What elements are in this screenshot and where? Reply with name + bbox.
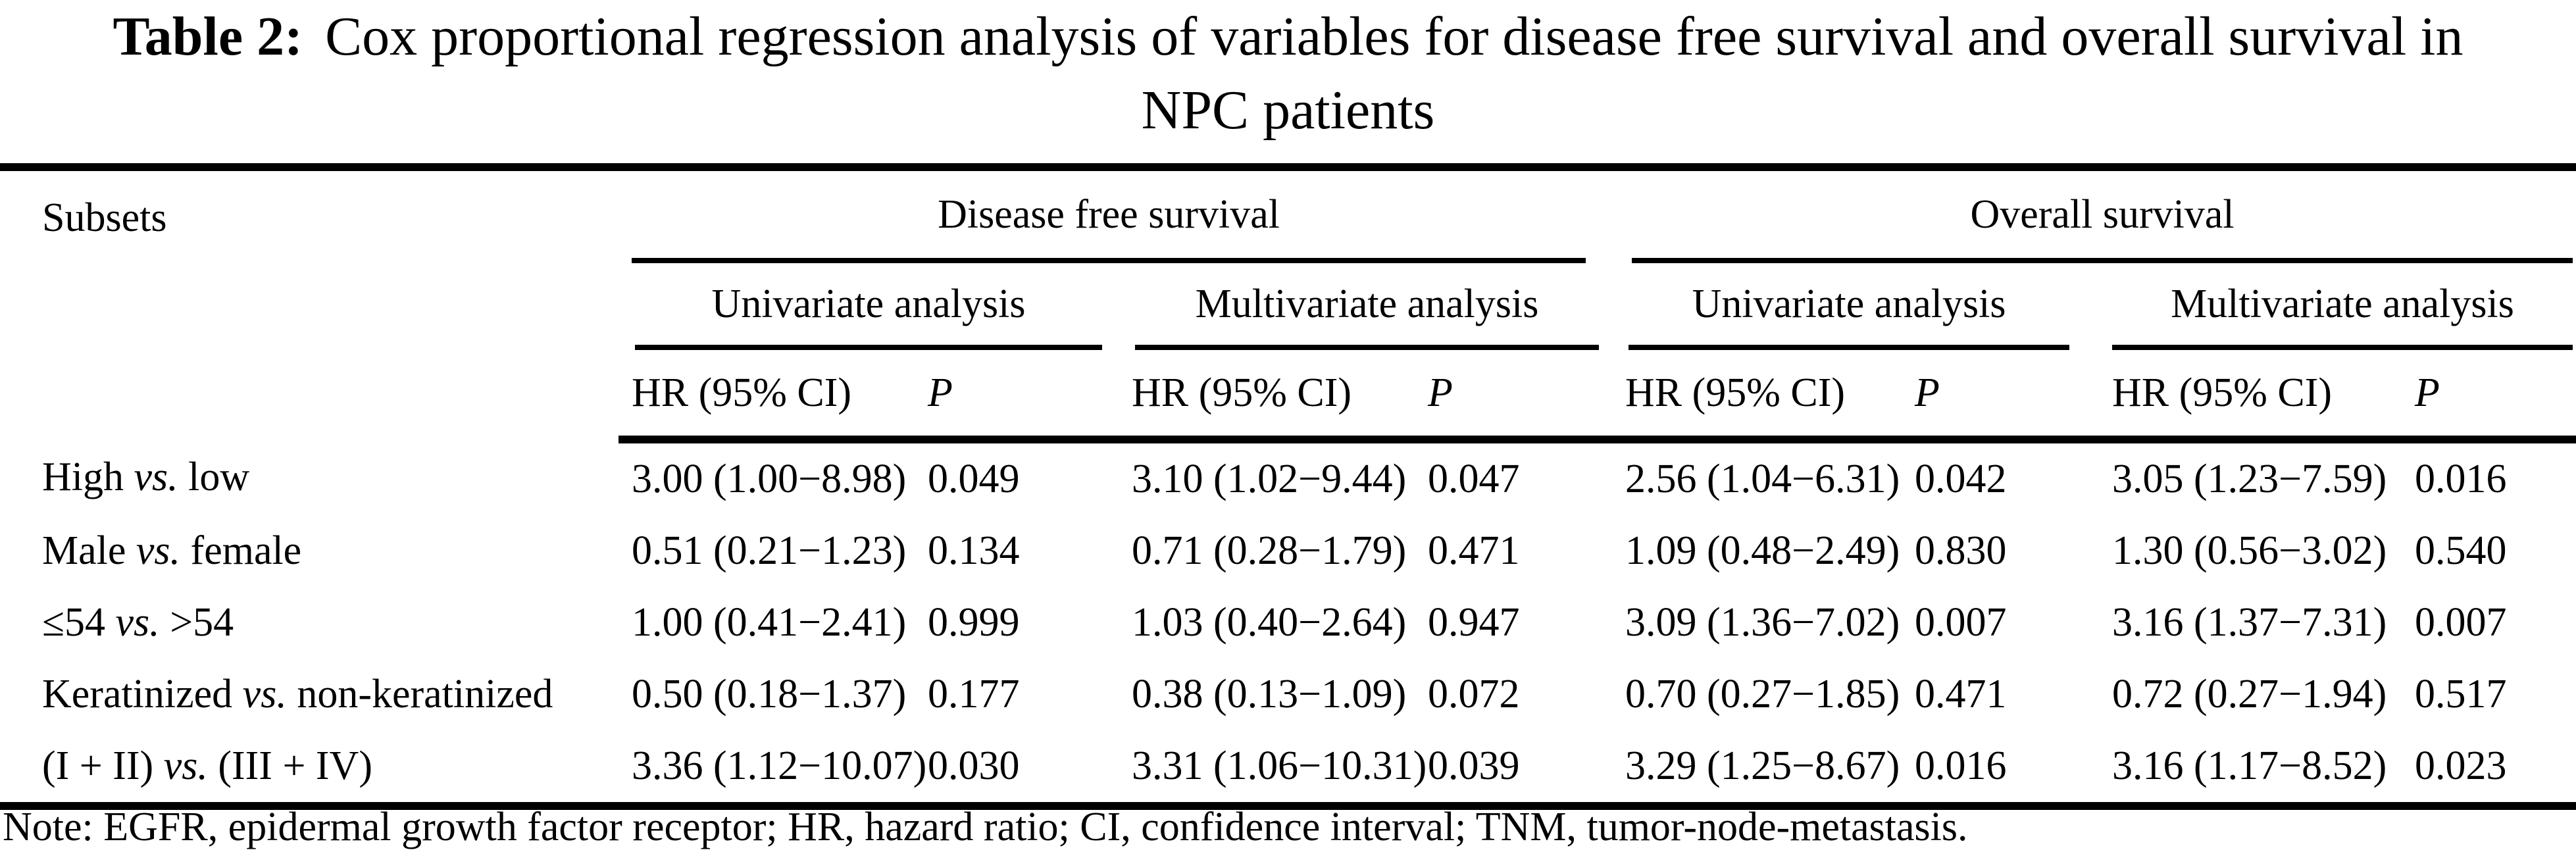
- table-title-line1: Table 2: Cox proportional regression anal…: [0, 0, 2576, 74]
- cell-p: 0.830: [1915, 528, 2007, 573]
- row-label: Keratinized vs. non-keratinized: [42, 672, 553, 716]
- vs-label: vs.: [134, 455, 178, 499]
- subgroup-dfs-univariate: Univariate analysis: [619, 263, 1119, 350]
- col-header-hr-3: HR (95% CI): [1612, 350, 1902, 443]
- vs-label: vs.: [163, 743, 208, 788]
- cell-p: 0.517: [2415, 672, 2507, 716]
- table-title-text: Cox proportional regression analysis of …: [325, 6, 2463, 67]
- vs-label: vs.: [136, 528, 181, 573]
- table-row-keratinized: Keratinized vs. non-keratinized 0.50 (0.…: [0, 659, 2576, 730]
- subgroup-os-univariate: Univariate analysis: [1612, 263, 2099, 350]
- cell-hr: 0.72 (0.27−1.94): [2112, 672, 2387, 716]
- cell-hr: 3.31 (1.06−10.31): [1119, 730, 1427, 810]
- cell-p: 0.471: [1915, 672, 2007, 716]
- row-label: Male vs. female: [42, 528, 302, 573]
- col-header-p-1: P: [915, 350, 1119, 443]
- table-note: Note: EGFR, epidermal growth factor rece…: [3, 805, 1968, 849]
- col-header-p-2: P: [1415, 350, 1613, 443]
- cell-hr: 1.09 (0.48−2.49): [1625, 528, 1900, 573]
- table-row-male-vs-female: Male vs. female 0.51 (0.21−1.23) 0.134 0…: [0, 515, 2576, 587]
- cell-p: 0.177: [928, 672, 1020, 716]
- cell-hr: 0.50 (0.18−1.37): [632, 672, 907, 716]
- row-label: ≤54 vs. >54: [42, 600, 234, 645]
- cell-p: 0.023: [2402, 730, 2576, 810]
- cell-hr: 0.70 (0.27−1.85): [1625, 672, 1900, 716]
- cell-hr: 1.03 (0.40−2.64): [1132, 600, 1407, 645]
- cell-p: 0.471: [1428, 528, 1520, 573]
- col-header-p-4: P: [2402, 350, 2576, 443]
- table-title: Table 2: Cox proportional regression anal…: [0, 0, 2576, 147]
- cell-p: 0.072: [1428, 672, 1520, 716]
- col-header-p-3: P: [1902, 350, 2100, 443]
- cell-p: 0.042: [1915, 457, 2007, 501]
- cell-hr: 3.09 (1.36−7.02): [1625, 600, 1900, 645]
- cell-hr: 3.29 (1.25−8.67): [1612, 730, 1902, 810]
- row-label: (I + II) vs. (III + IV): [0, 730, 619, 810]
- cell-hr: 3.36 (1.12−10.07): [619, 730, 926, 810]
- table-row-age: ≤54 vs. >54 1.00 (0.41−2.41) 0.999 1.03 …: [0, 587, 2576, 659]
- cell-p: 0.007: [1915, 600, 2007, 645]
- cell-hr: 1.00 (0.41−2.41): [632, 600, 907, 645]
- cell-hr: 0.71 (0.28−1.79): [1132, 528, 1407, 573]
- group-label-dfs: Disease free survival: [938, 191, 1280, 237]
- table-row-high-vs-low: High vs. low 3.00 (1.00−8.98) 0.049 3.10…: [0, 440, 2576, 515]
- cell-p: 0.134: [928, 528, 1020, 573]
- subgroup-dfs-multivariate: Multivariate analysis: [1119, 263, 1612, 350]
- cell-hr: 3.16 (1.37−7.31): [2112, 600, 2387, 645]
- cell-hr: 0.38 (0.13−1.09): [1132, 672, 1407, 716]
- column-header-row: HR (95% CI) P HR (95% CI) P HR (95% CI) …: [0, 350, 2576, 443]
- row-label: High vs. low: [42, 455, 250, 499]
- cell-p: 0.007: [2415, 600, 2507, 645]
- table-number-label: Table 2:: [113, 6, 303, 67]
- col-header-hr-2: HR (95% CI): [1119, 350, 1415, 443]
- cell-p: 0.540: [2415, 528, 2507, 573]
- cell-hr: 3.10 (1.02−9.44): [1132, 457, 1407, 501]
- table-row-tnm-stage: (I + II) vs. (III + IV) 3.36 (1.12−10.07…: [0, 730, 2576, 810]
- cell-p: 0.999: [928, 600, 1020, 645]
- cell-hr: 3.00 (1.00−8.98): [632, 457, 907, 501]
- cell-p: 0.039: [1415, 730, 1613, 810]
- cell-p: 0.947: [1428, 600, 1520, 645]
- vs-label: vs.: [242, 672, 287, 716]
- group-header-disease-free-survival: Disease free survival: [619, 167, 1612, 263]
- cell-hr: 2.56 (1.04−6.31): [1625, 457, 1900, 501]
- cox-regression-table: Subsets Disease free survival Overall su…: [0, 163, 2576, 810]
- col-header-hr-4: HR (95% CI): [2099, 350, 2402, 443]
- cell-p: 0.016: [1902, 730, 2100, 810]
- cell-hr: 3.16 (1.17−8.52): [2099, 730, 2402, 810]
- group-label-os: Overall survival: [1970, 191, 2235, 237]
- cell-p: 0.049: [928, 457, 1020, 501]
- cell-p: 0.047: [1428, 457, 1520, 501]
- subgroup-os-multivariate: Multivariate analysis: [2099, 263, 2576, 350]
- table-title-line2: NPC patients: [1141, 80, 1435, 141]
- vs-label: vs.: [115, 600, 160, 645]
- cell-p: 0.016: [2415, 457, 2507, 501]
- group-header-row: Subsets Disease free survival Overall su…: [0, 167, 2576, 263]
- subgroup-header-row: Univariate analysis Multivariate analysi…: [0, 263, 2576, 350]
- subsets-header: Subsets: [42, 195, 167, 240]
- cell-p: 0.030: [915, 730, 1119, 810]
- cell-hr: 1.30 (0.56−3.02): [2112, 528, 2387, 573]
- cell-hr: 3.05 (1.23−7.59): [2112, 457, 2387, 501]
- col-header-hr-1: HR (95% CI): [619, 350, 915, 443]
- group-header-overall-survival: Overall survival: [1612, 167, 2576, 263]
- cell-hr: 0.51 (0.21−1.23): [632, 528, 907, 573]
